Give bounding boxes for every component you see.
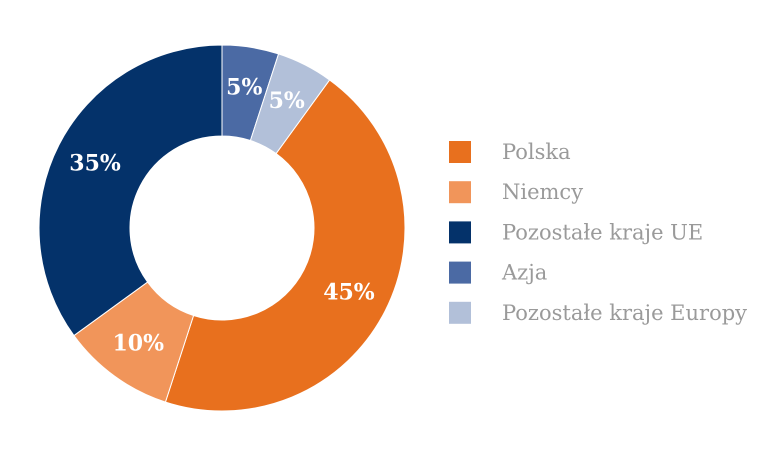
legend-swatch — [449, 221, 471, 244]
legend-swatch — [449, 301, 471, 324]
slice — [249, 53, 331, 155]
legend-label: Pozostałe kraje Europy — [502, 301, 747, 325]
data-label: 35% — [69, 150, 121, 176]
data-label: 5% — [226, 74, 262, 100]
slice — [38, 44, 223, 337]
legend-swatch — [449, 141, 471, 163]
slice — [164, 79, 406, 412]
legend-label: Niemcy — [502, 180, 583, 204]
legend-label: Pozostałe kraje UE — [502, 220, 703, 244]
data-label: 45% — [323, 280, 375, 306]
data-label: 5% — [269, 88, 305, 114]
data-label: 10% — [112, 330, 164, 356]
legend-label: Azja — [501, 261, 547, 285]
legend-swatch — [449, 261, 471, 284]
legend-swatch — [449, 181, 471, 204]
legend-label: Polska — [502, 140, 571, 164]
